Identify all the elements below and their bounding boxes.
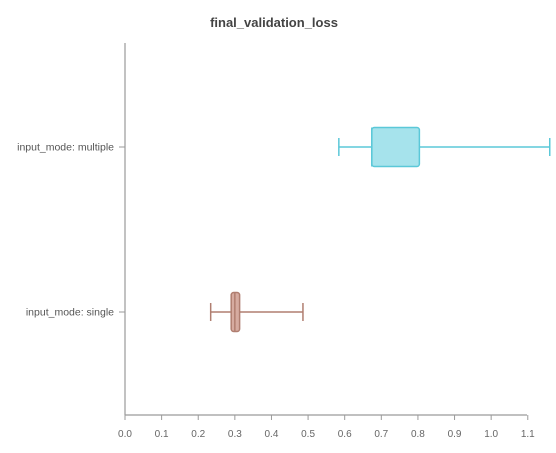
x-tick-label: 0.8 (411, 429, 425, 440)
y-category-label: input_mode: single (26, 307, 114, 319)
iqr-box (371, 126, 421, 168)
x-tick-label: 0.7 (374, 429, 388, 440)
x-tick-label: 0.9 (448, 429, 462, 440)
x-tick-label: 0.6 (338, 429, 352, 440)
plot-area: 0.0 0.1 0.2 0.3 0.4 0.5 0.6 0.7 0.8 0.9 1.0 1.1 inpu… (17, 43, 551, 440)
x-tick-label: 0.2 (191, 429, 205, 440)
x-tick-label: 0.5 (301, 429, 315, 440)
chart-title: final_validation_loss (210, 15, 338, 30)
x-tick-label: 1.0 (484, 429, 498, 440)
x-tick-label: 0.1 (155, 429, 169, 440)
x-tick-label: 0.3 (228, 429, 242, 440)
y-category-label: input_mode: multiple (17, 142, 114, 154)
x-tick-label: 0.0 (118, 429, 132, 440)
x-tick-label: 0.4 (265, 429, 279, 440)
x-tick-label: 1.1 (521, 429, 535, 440)
